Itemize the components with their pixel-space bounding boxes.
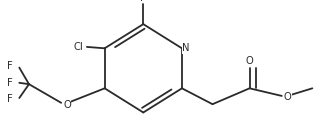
Text: O: O [63,100,71,110]
Text: Cl: Cl [74,42,84,52]
Text: F: F [7,78,13,88]
Text: F: F [7,61,13,71]
Text: F: F [140,0,146,3]
Text: O: O [283,92,291,102]
Text: O: O [246,56,253,66]
Text: N: N [182,43,190,53]
Text: F: F [7,94,13,104]
